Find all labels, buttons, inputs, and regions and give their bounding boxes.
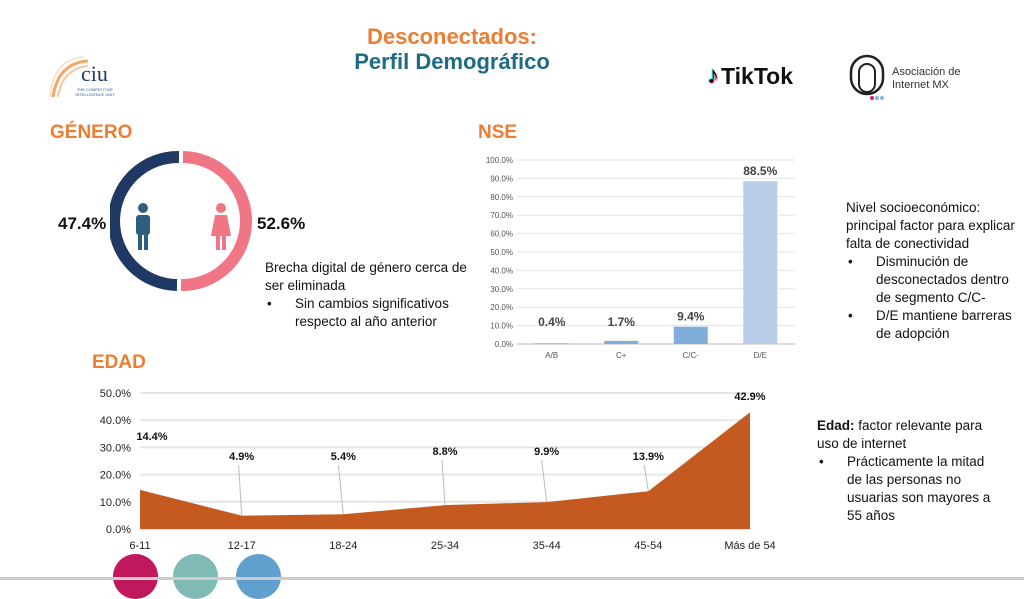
list-item: Prácticamente la mitad de las personas n… [817, 453, 997, 525]
genero-title: GÉNERO [50, 122, 133, 143]
y-tick-label: 70.0% [490, 211, 513, 220]
y-tick-label: 60.0% [490, 230, 513, 239]
data-label: 42.9% [734, 391, 765, 403]
data-label: 4.9% [229, 451, 254, 463]
tiktok-note-icon: ♪ [707, 62, 719, 89]
male-icon [136, 203, 150, 250]
ciu-arc-icon [49, 56, 89, 98]
y-tick-label: 40.0% [100, 415, 131, 427]
bottom-divider [0, 577, 1024, 580]
data-label: 0.4% [538, 315, 566, 329]
bar [673, 326, 708, 344]
y-tick-label: 50.0% [100, 388, 131, 400]
x-tick-label: Más de 54 [724, 540, 775, 552]
x-tick-label: A/B [545, 351, 558, 360]
y-tick-label: 40.0% [490, 266, 513, 275]
x-tick-label: 25-34 [431, 540, 459, 552]
y-tick-label: 50.0% [490, 248, 513, 257]
data-label: 14.4% [136, 431, 167, 443]
y-tick-label: 10.0% [100, 497, 131, 509]
x-tick-label: 6-11 [129, 540, 150, 552]
data-label: 13.9% [633, 451, 664, 463]
ciu-logo: ciu THE COMPETITIVE INTELLIGENCE UNIT [48, 55, 128, 99]
y-tick-label: 20.0% [490, 303, 513, 312]
x-tick-label: D/E [754, 351, 767, 360]
aimx-mark-icon [849, 54, 885, 100]
x-tick-label: 35-44 [533, 540, 561, 552]
bar [743, 181, 778, 344]
list-item: Sin cambios significativos respecto al a… [265, 295, 485, 331]
female-segment [180, 151, 252, 292]
data-label: 9.4% [677, 310, 705, 324]
y-tick-label: 80.0% [490, 193, 513, 202]
data-label: 8.8% [432, 446, 457, 458]
leader-line [643, 464, 649, 492]
list-item: D/E mantiene barreras de adopción [846, 307, 1016, 343]
bar [534, 343, 569, 344]
tiktok-logo: ♪ TikTok [707, 62, 793, 89]
nse-title: NSE [478, 122, 518, 143]
y-tick-label: 0.0% [106, 524, 131, 536]
list-item: Disminución de desconectados dentro de s… [846, 253, 1016, 307]
y-tick-label: 100.0% [486, 156, 513, 165]
edad-title: EDAD [92, 352, 146, 373]
aimx-logo: Asociación de Internet MX [848, 54, 988, 102]
data-label: 9.9% [534, 446, 559, 458]
edad-note: Edad: factor relevante para uso de inter… [817, 417, 997, 525]
leader-line [541, 459, 548, 503]
female-percentage: 52.6% [257, 214, 306, 233]
ciu-tagline: THE COMPETITIVE [76, 87, 114, 92]
area-series [140, 412, 750, 529]
x-tick-label: 18-24 [329, 540, 357, 552]
y-tick-label: 20.0% [100, 470, 131, 482]
x-tick-label: C/C- [683, 351, 700, 360]
leader-line [337, 464, 344, 515]
ciu-tagline: INTELLIGENCE UNIT [75, 92, 115, 97]
y-tick-label: 30.0% [490, 285, 513, 294]
leader-line [441, 459, 446, 506]
nse-bar-chart: 0.0% 10.0% 20.0% 30.0% 40.0% 50.0% 60.0% 70.0% 8… [486, 156, 795, 360]
y-tick-label: 30.0% [100, 442, 131, 454]
y-tick-label: 10.0% [490, 322, 513, 331]
bar [604, 340, 639, 344]
x-tick-label: 12-17 [228, 540, 256, 552]
genero-note: Brecha digital de género cerca de ser el… [265, 259, 485, 331]
data-label: 1.7% [608, 315, 636, 329]
y-tick-label: 0.0% [495, 340, 513, 349]
male-segment [110, 150, 180, 291]
x-tick-label: 45-54 [634, 540, 662, 552]
male-percentage: 47.4% [58, 214, 107, 233]
leader-line [238, 464, 243, 516]
y-tick-label: 90.0% [490, 174, 513, 183]
x-tick-label: C+ [616, 351, 627, 360]
data-label: 88.5% [743, 164, 777, 178]
nse-note: Nivel socioeconómico: principal factor p… [846, 199, 1016, 343]
page-subtitle: Perfil Demográfico [354, 49, 550, 74]
page-title: Desconectados: [367, 24, 537, 49]
female-icon [211, 203, 231, 250]
edad-area-chart: 0.0% 10.0% 20.0% 30.0% 40.0% 50.0% 14.4% 6-11 4.… [100, 388, 776, 552]
data-label: 5.4% [331, 451, 356, 463]
gender-donut [110, 150, 252, 292]
